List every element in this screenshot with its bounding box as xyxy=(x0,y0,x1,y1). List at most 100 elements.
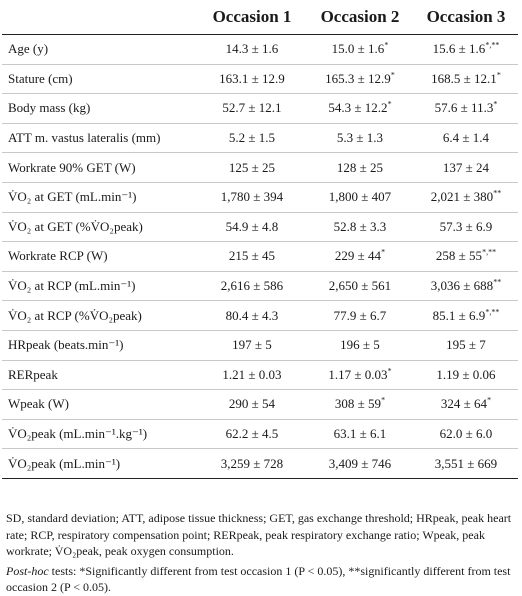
row-label: V̇O₂ at GET (%V̇O₂peak) xyxy=(2,212,198,243)
abbreviations-note: SD, standard deviation; ATT, adipose tis… xyxy=(6,511,512,558)
cell-value: 195 ± 7 xyxy=(446,337,486,353)
significance-marker: * xyxy=(381,396,386,406)
cell-occasion-3: 324 ± 64* xyxy=(414,389,518,420)
cell-occasion-2: 63.1 ± 6.1 xyxy=(306,419,414,450)
cell-occasion-2: 308 ± 59* xyxy=(306,389,414,420)
cell-occasion-3: 1.19 ± 0.06 xyxy=(414,360,518,391)
cell-occasion-1: 197 ± 5 xyxy=(198,330,306,361)
cell-occasion-2: 128 ± 25 xyxy=(306,152,414,183)
cell-occasion-2: 2,650 ± 561 xyxy=(306,271,414,302)
row-label: V̇O₂ at RCP (%V̇O₂peak) xyxy=(2,300,198,331)
cell-occasion-1: 1,780 ± 394 xyxy=(198,182,306,213)
cell-occasion-1: 2,616 ± 586 xyxy=(198,271,306,302)
table-row: Wpeak (W) 290 ± 54 308 ± 59* 324 ± 64* xyxy=(2,389,518,420)
cell-value: 3,551 ± 669 xyxy=(434,455,498,471)
header-row: Occasion 1 Occasion 2 Occasion 3 xyxy=(2,0,518,35)
cell-value: 63.1 ± 6.1 xyxy=(333,426,387,442)
cell-value: 2,616 ± 586 xyxy=(220,278,284,294)
significance-marker: * xyxy=(387,100,392,110)
cell-value: 308 ± 59 xyxy=(334,396,382,412)
cell-occasion-2: 77.9 ± 6.7 xyxy=(306,300,414,331)
row-label: V̇O₂ at RCP (mL.min⁻¹) xyxy=(2,271,198,302)
posthoc-text: tests: *Significantly different from tes… xyxy=(6,563,511,595)
cell-occasion-3: 2,021 ± 380** xyxy=(414,182,518,213)
cell-value: 215 ± 45 xyxy=(228,248,276,264)
cell-occasion-2: 54.3 ± 12.2* xyxy=(306,93,414,124)
cell-value: 168.5 ± 12.1 xyxy=(431,70,497,86)
cell-value: 62.2 ± 4.5 xyxy=(225,426,279,442)
cell-value: 2,021 ± 380 xyxy=(430,189,494,205)
cell-value: 52.8 ± 3.3 xyxy=(333,218,387,234)
cell-value: 1.21 ± 0.03 xyxy=(222,366,282,382)
header-blank xyxy=(2,0,198,35)
cell-occasion-3: 258 ± 55*,** xyxy=(414,241,518,272)
table-row: V̇O₂peak (mL.min⁻¹) 3,259 ± 728 3,409 ± 74… xyxy=(2,448,518,479)
header-occasion-2: Occasion 2 xyxy=(306,0,414,35)
significance-marker: *,** xyxy=(485,307,500,317)
significance-marker: ** xyxy=(493,277,502,287)
row-label: V̇O₂peak (mL.min⁻¹) xyxy=(2,448,198,479)
cell-value: 85.1 ± 6.9 xyxy=(432,307,486,323)
significance-marker: * xyxy=(496,70,501,80)
table-row: Stature (cm) 163.1 ± 12.9 165.3 ± 12.9* 168… xyxy=(2,64,518,95)
cell-occasion-3: 85.1 ± 6.9*,** xyxy=(414,300,518,331)
cell-occasion-1: 14.3 ± 1.6 xyxy=(198,34,306,65)
cell-occasion-1: 1.21 ± 0.03 xyxy=(198,360,306,391)
cell-value: 163.1 ± 12.9 xyxy=(219,70,285,86)
cell-occasion-3: 3,036 ± 688** xyxy=(414,271,518,302)
cell-value: 62.0 ± 6.0 xyxy=(439,426,493,442)
cell-occasion-3: 168.5 ± 12.1* xyxy=(414,64,518,95)
row-label: RERpeak xyxy=(2,360,198,391)
table-row: RERpeak 1.21 ± 0.03 1.17 ± 0.03* 1.19 ± 0.0… xyxy=(2,360,518,391)
table-row: Body mass (kg) 52.7 ± 12.1 54.3 ± 12.2* 57.… xyxy=(2,93,518,124)
cell-value: 52.7 ± 12.1 xyxy=(222,100,282,116)
table-row: V̇O₂ at GET (%V̇O₂peak) 54.9 ± 4.8 52.8 ± … xyxy=(2,212,518,243)
cell-occasion-2: 1,800 ± 407 xyxy=(306,182,414,213)
cell-value: 3,259 ± 728 xyxy=(220,455,284,471)
posthoc-label: Post-hoc xyxy=(6,563,49,578)
table-row: Age (y) 14.3 ± 1.6 15.0 ± 1.6* 15.6 ± 1.6*,… xyxy=(2,34,518,65)
cell-value: 2,650 ± 561 xyxy=(328,278,392,294)
cell-value: 1.17 ± 0.03 xyxy=(328,366,388,382)
table-row: Workrate 90% GET (W) 125 ± 25 128 ± 25 137 … xyxy=(2,152,518,183)
cell-value: 6.4 ± 1.4 xyxy=(442,130,490,146)
significance-marker: * xyxy=(390,70,395,80)
header-occasion-1: Occasion 1 xyxy=(198,0,306,35)
cell-value: 258 ± 55 xyxy=(435,248,483,264)
cell-value: 15.0 ± 1.6 xyxy=(331,41,385,57)
significance-marker: *,** xyxy=(482,248,497,258)
significance-marker: ** xyxy=(493,188,502,198)
cell-value: 5.2 ± 1.5 xyxy=(228,130,276,146)
cell-value: 229 ± 44 xyxy=(334,248,382,264)
cell-occasion-1: 125 ± 25 xyxy=(198,152,306,183)
row-label: Wpeak (W) xyxy=(2,389,198,420)
cell-occasion-1: 54.9 ± 4.8 xyxy=(198,212,306,243)
cell-occasion-3: 15.6 ± 1.6*,** xyxy=(414,34,518,65)
cell-occasion-1: 52.7 ± 12.1 xyxy=(198,93,306,124)
row-label: Age (y) xyxy=(2,34,198,65)
table-row: V̇O₂peak (mL.min⁻¹.kg⁻¹) 62.2 ± 4.5 63.1 ±… xyxy=(2,419,518,450)
cell-value: 77.9 ± 6.7 xyxy=(333,307,387,323)
cell-value: 14.3 ± 1.6 xyxy=(225,41,279,57)
row-label: Workrate 90% GET (W) xyxy=(2,152,198,183)
cell-value: 125 ± 25 xyxy=(228,159,276,175)
cell-value: 3,036 ± 688 xyxy=(430,278,494,294)
cell-occasion-1: 163.1 ± 12.9 xyxy=(198,64,306,95)
cell-value: 196 ± 5 xyxy=(340,337,380,353)
header-occasion-3: Occasion 3 xyxy=(414,0,518,35)
table-row: HRpeak (beats.min⁻¹) 197 ± 5 196 ± 5 195 ± … xyxy=(2,330,518,361)
cell-occasion-2: 229 ± 44* xyxy=(306,241,414,272)
cell-occasion-2: 165.3 ± 12.9* xyxy=(306,64,414,95)
significance-marker: * xyxy=(381,248,386,258)
cell-occasion-2: 52.8 ± 3.3 xyxy=(306,212,414,243)
posthoc-note: Post-hoc tests: *Significantly different… xyxy=(6,563,518,596)
row-label: V̇O₂peak (mL.min⁻¹.kg⁻¹) xyxy=(2,419,198,450)
cell-occasion-3: 195 ± 7 xyxy=(414,330,518,361)
cell-value: 128 ± 25 xyxy=(336,159,384,175)
cell-occasion-3: 57.3 ± 6.9 xyxy=(414,212,518,243)
row-label: ATT m. vastus lateralis (mm) xyxy=(2,123,198,154)
significance-marker: *,** xyxy=(485,40,500,50)
cell-value: 54.9 ± 4.8 xyxy=(225,218,279,234)
cell-value: 54.3 ± 12.2 xyxy=(328,100,388,116)
row-label: V̇O₂ at GET (mL.min⁻¹) xyxy=(2,182,198,213)
